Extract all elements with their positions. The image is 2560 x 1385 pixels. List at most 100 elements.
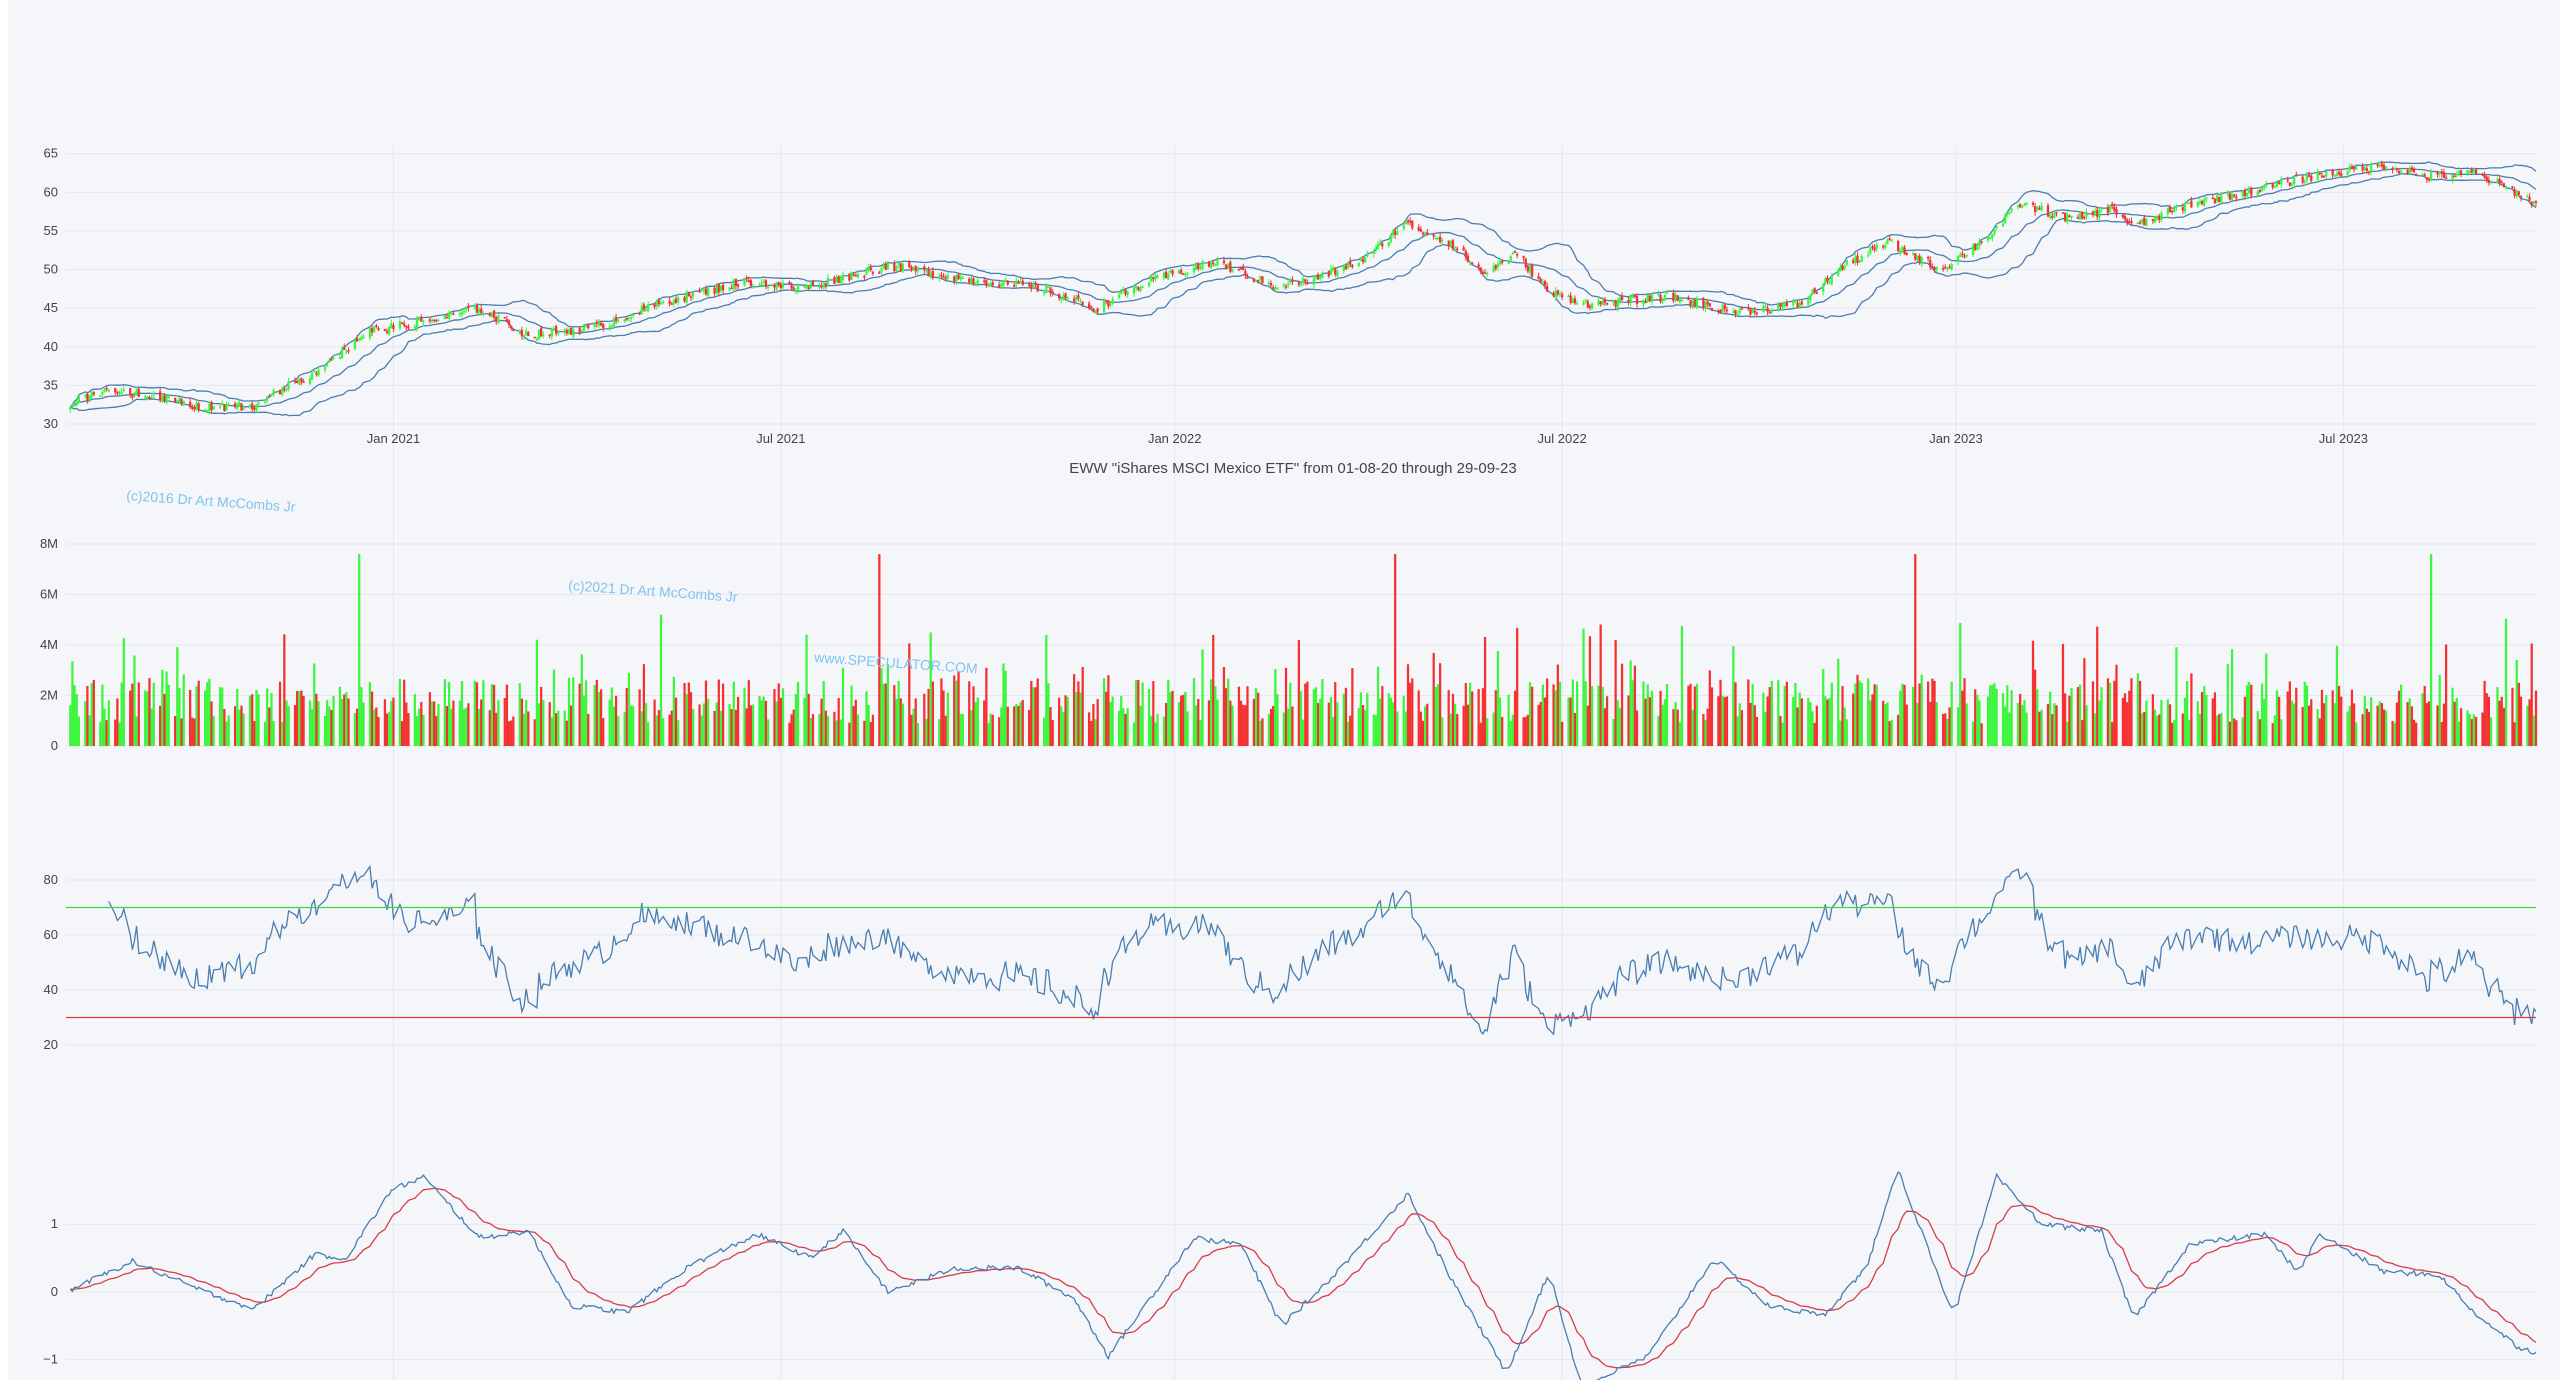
volume-bar (278, 681, 282, 746)
candle-body (518, 330, 521, 333)
volume-bar (362, 702, 365, 746)
volume-bar (1032, 687, 1035, 746)
candle-body (1197, 263, 1200, 270)
volume-bar (2382, 709, 2386, 746)
candle-body (1481, 271, 1485, 274)
candle-body (1015, 280, 1018, 285)
volume-bar (2515, 659, 2518, 746)
candle-body (1177, 270, 1181, 274)
volume-bar (2293, 703, 2296, 746)
volume-bar (482, 680, 485, 746)
volume-bar (2421, 693, 2424, 746)
volume-bar (1687, 685, 1690, 746)
volume-bar (1569, 697, 1572, 746)
volume-bar (2250, 684, 2253, 746)
candle-body (2406, 170, 2409, 174)
volume-bar (430, 701, 434, 746)
candle-body (608, 326, 611, 328)
volume-bar (420, 701, 423, 746)
candle-body (557, 332, 560, 334)
candle-body (1494, 265, 1497, 269)
candle-body (1432, 234, 1435, 237)
candle-body (1214, 264, 1217, 266)
candle-body (520, 330, 524, 337)
candle-body (1798, 303, 1801, 309)
price-y-tick-label: 65 (44, 146, 58, 161)
volume-bar (418, 708, 421, 746)
candle-body (1882, 246, 1885, 248)
volume-bar (1272, 705, 1275, 746)
volume-bar (448, 681, 451, 746)
volume-bar (1207, 700, 1211, 746)
volume-bar (2049, 691, 2052, 746)
candle-body (953, 276, 956, 282)
volume-bar (1586, 705, 1589, 746)
candle-body (2337, 171, 2341, 175)
candle-body (2188, 202, 2191, 204)
candle-body (283, 389, 286, 391)
volume-bar (1920, 674, 1923, 746)
volume-bar (1227, 678, 1230, 746)
candle-body (2128, 221, 2131, 223)
candle-body (730, 287, 733, 290)
volume-bar (1501, 717, 1504, 746)
volume-bar (165, 671, 168, 746)
volume-bar (1481, 688, 1485, 746)
candle-body (550, 329, 553, 337)
volume-bar (736, 696, 740, 746)
volume-bar (520, 698, 524, 746)
candle-body (495, 317, 498, 322)
candle-body (1852, 260, 1855, 264)
candle-body (1006, 280, 1009, 285)
candle-body (1000, 283, 1003, 287)
volume-bar (882, 683, 885, 746)
candle-body (1704, 301, 1707, 310)
candle-body (2352, 166, 2356, 170)
candle-body (2100, 207, 2103, 210)
candle-body (1721, 304, 1724, 312)
volume-bar (1267, 713, 1271, 746)
candle-body (383, 329, 387, 331)
candle-body (2429, 172, 2433, 180)
candle-body (2243, 190, 2247, 196)
candle-body (610, 324, 613, 327)
volume-bar (2256, 711, 2259, 746)
candle-body (552, 328, 556, 330)
candle-body (938, 276, 941, 279)
volume-bar (777, 683, 780, 746)
volume-bar (415, 715, 419, 746)
volume-bar (1344, 687, 1348, 746)
candle-body (1045, 285, 1048, 293)
candle-body (137, 388, 140, 397)
candle-body (1242, 267, 1245, 271)
candle-body (1516, 254, 1519, 256)
volume-bar (2068, 695, 2071, 746)
volume-bar (773, 688, 776, 746)
candle-body (1036, 284, 1039, 292)
x-tick-label: Jan 2023 (1929, 431, 1983, 446)
candle-body (2530, 201, 2533, 206)
volume-bar (2346, 711, 2349, 746)
volume-bar (2367, 711, 2371, 746)
candle-body (1419, 229, 1422, 232)
candle-body (69, 407, 72, 410)
candle-body (685, 291, 688, 303)
candle-body (2108, 204, 2112, 212)
volume-bar (248, 695, 252, 746)
candle-body (473, 304, 476, 308)
candle-body (1736, 313, 1739, 316)
volume-bar (1261, 718, 1264, 746)
candle-body (929, 272, 932, 278)
volume-bar (1644, 698, 1647, 746)
volume-bar (2400, 684, 2403, 746)
candle-body (1869, 247, 1872, 254)
volume-bar (1635, 710, 1639, 746)
candle-body (433, 319, 436, 322)
volume-bar (1079, 692, 1082, 746)
volume-bar (2395, 702, 2398, 746)
candle-body (218, 405, 222, 408)
volume-bar (1120, 695, 1123, 746)
candle-body (326, 364, 329, 367)
candle-body (1156, 275, 1159, 278)
candle-body (2156, 217, 2159, 219)
